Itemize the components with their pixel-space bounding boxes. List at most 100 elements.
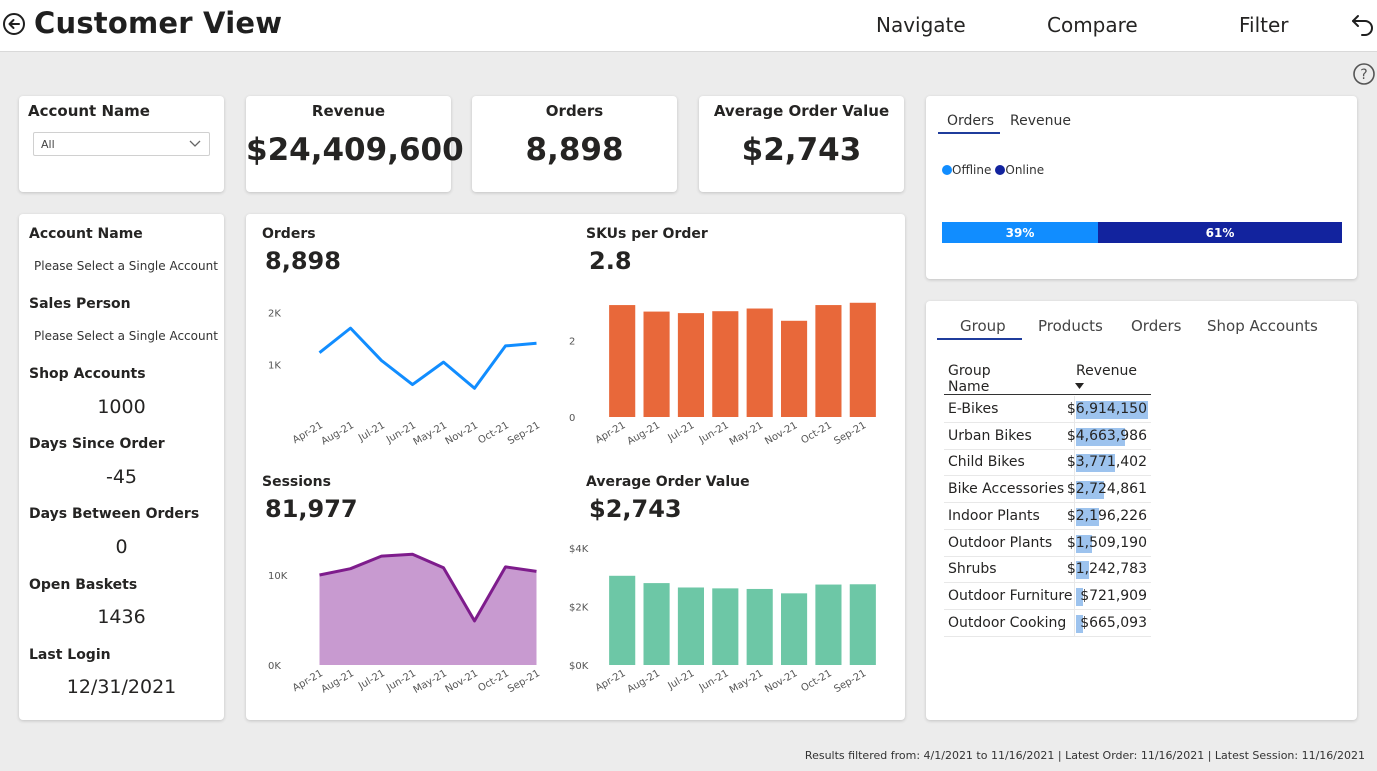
y-tick-label: 0K — [268, 661, 281, 672]
help-icon[interactable]: ? — [1352, 62, 1376, 86]
stacked-bar-segment[interactable]: 61% — [1098, 222, 1342, 243]
revenue-cell: $2,724,861 — [1067, 480, 1151, 500]
table-row[interactable]: E-Bikes $6,914,150 — [944, 396, 1151, 423]
table-row[interactable]: Indoor Plants $2,196,226 — [944, 502, 1151, 530]
column-separator — [1074, 502, 1075, 530]
tab-revenue[interactable]: Revenue — [1010, 113, 1071, 129]
series-line[interactable] — [318, 326, 537, 390]
tab-orders[interactable]: Orders — [938, 113, 1000, 134]
table-row[interactable]: Outdoor Cooking $665,093 — [944, 609, 1151, 637]
bar[interactable] — [781, 593, 808, 665]
aov-chart-value: $2,743 — [589, 495, 682, 523]
bar[interactable] — [643, 583, 670, 665]
bar[interactable] — [815, 305, 842, 417]
series-line[interactable] — [319, 552, 537, 623]
undo-icon[interactable] — [1350, 11, 1376, 37]
bar[interactable] — [643, 311, 670, 417]
bar[interactable] — [849, 302, 876, 417]
x-tick-label: May-21 — [728, 668, 765, 696]
table-row[interactable]: Shrubs $1,242,783 — [944, 556, 1151, 584]
revenue-data-bar — [1076, 481, 1105, 500]
column-separator — [1074, 556, 1075, 584]
y-tick-label: 0 — [569, 413, 575, 424]
column-header-group-name[interactable]: Group Name — [948, 363, 991, 395]
revenue-cell: $3,771,402 — [1067, 453, 1151, 473]
x-tick-label: Oct-21 — [476, 668, 511, 694]
tab-orders[interactable]: Orders — [1131, 317, 1182, 335]
bar[interactable] — [609, 305, 636, 417]
kpi-title: Revenue — [311, 102, 386, 120]
tab-products[interactable]: Products — [1038, 317, 1103, 335]
x-tick-label: Sep-21 — [506, 420, 542, 447]
bar[interactable] — [746, 588, 773, 665]
tab-group[interactable]: Group — [960, 317, 1006, 335]
revenue-data-bar — [1076, 534, 1092, 553]
kpi-title: Orders — [545, 102, 604, 120]
bar[interactable] — [677, 587, 704, 665]
navigate-button[interactable]: Navigate — [876, 13, 966, 37]
channel-split-card: Orders Revenue Offline Online 39% 61% — [926, 96, 1357, 279]
info-value: 1000 — [97, 396, 146, 418]
account-dropdown[interactable]: All — [33, 132, 210, 156]
revenue-cell: $1,242,783 — [1067, 560, 1151, 580]
back-arrow-icon[interactable] — [2, 12, 26, 36]
x-tick-label: Sep-21 — [832, 420, 868, 447]
info-label: Last Login — [29, 647, 111, 663]
revenue-data-bar — [1076, 507, 1099, 526]
revenue-cell: $2,196,226 — [1067, 507, 1151, 527]
y-tick-label: 1K — [268, 361, 281, 372]
filter-button[interactable]: Filter — [1239, 13, 1289, 37]
y-tick-label: 10K — [268, 571, 288, 582]
bar[interactable] — [712, 311, 739, 417]
stacked-bar-segment[interactable]: 39% — [942, 222, 1098, 243]
table-row[interactable]: Child Bikes $3,771,402 — [944, 449, 1151, 477]
info-value: -45 — [105, 466, 138, 488]
compare-button[interactable]: Compare — [1047, 13, 1138, 37]
bar[interactable] — [712, 588, 739, 665]
info-value: 12/31/2021 — [66, 676, 177, 698]
y-tick-label: 2K — [268, 308, 281, 319]
table-row[interactable]: Bike Accessories $2,724,861 — [944, 476, 1151, 504]
x-tick-label: Nov-21 — [444, 668, 480, 695]
y-tick-label: $4K — [569, 544, 589, 555]
bar[interactable] — [849, 584, 876, 665]
column-separator — [1074, 582, 1075, 610]
account-info-card: Account Name Please Select a Single Acco… — [19, 214, 224, 720]
x-tick-label: May-21 — [412, 668, 449, 696]
x-tick-label: Apr-21 — [594, 420, 628, 446]
sort-descending-icon — [1075, 383, 1084, 389]
group-name-cell: Urban Bikes — [948, 427, 1032, 444]
kpi-value: 8,898 — [525, 132, 624, 168]
column-separator — [1074, 449, 1075, 477]
bar[interactable] — [781, 320, 808, 417]
aov-chart-label: Average Order Value — [586, 474, 750, 490]
column-header-revenue[interactable]: Revenue — [1076, 363, 1137, 379]
bar[interactable] — [815, 584, 842, 665]
legend-offline: Offline — [952, 163, 992, 177]
group-revenue-card: Group Products Orders Shop Accounts Grou… — [926, 301, 1357, 720]
y-tick-label: $2K — [569, 603, 589, 614]
bar[interactable] — [677, 313, 704, 417]
sessions-chart-value: 81,977 — [265, 495, 358, 523]
bar[interactable] — [746, 308, 773, 417]
table-row[interactable]: Urban Bikes $4,663,986 — [944, 422, 1151, 450]
active-tab-indicator — [937, 338, 1022, 340]
table-row[interactable]: Outdoor Furniture $721,909 — [944, 582, 1151, 610]
kpi-card-aov: Average Order Value $2,743 — [699, 96, 904, 192]
kpi-card-revenue: Revenue $24,409,600 — [246, 96, 464, 192]
x-tick-label: Sep-21 — [506, 668, 542, 695]
revenue-data-bar — [1076, 427, 1125, 446]
revenue-data-bar — [1076, 454, 1116, 473]
table-row[interactable]: Outdoor Plants $1,509,190 — [944, 529, 1151, 557]
group-name-cell: Indoor Plants — [948, 507, 1040, 524]
x-tick-label: Jun-21 — [697, 668, 731, 694]
x-tick-label: Aug-21 — [626, 420, 663, 447]
x-tick-label: Oct-21 — [799, 420, 834, 446]
page-title: Customer View — [34, 6, 283, 40]
tab-shop-accounts[interactable]: Shop Accounts — [1207, 317, 1318, 335]
bar[interactable] — [609, 575, 636, 665]
group-name-cell: Child Bikes — [948, 454, 1025, 471]
